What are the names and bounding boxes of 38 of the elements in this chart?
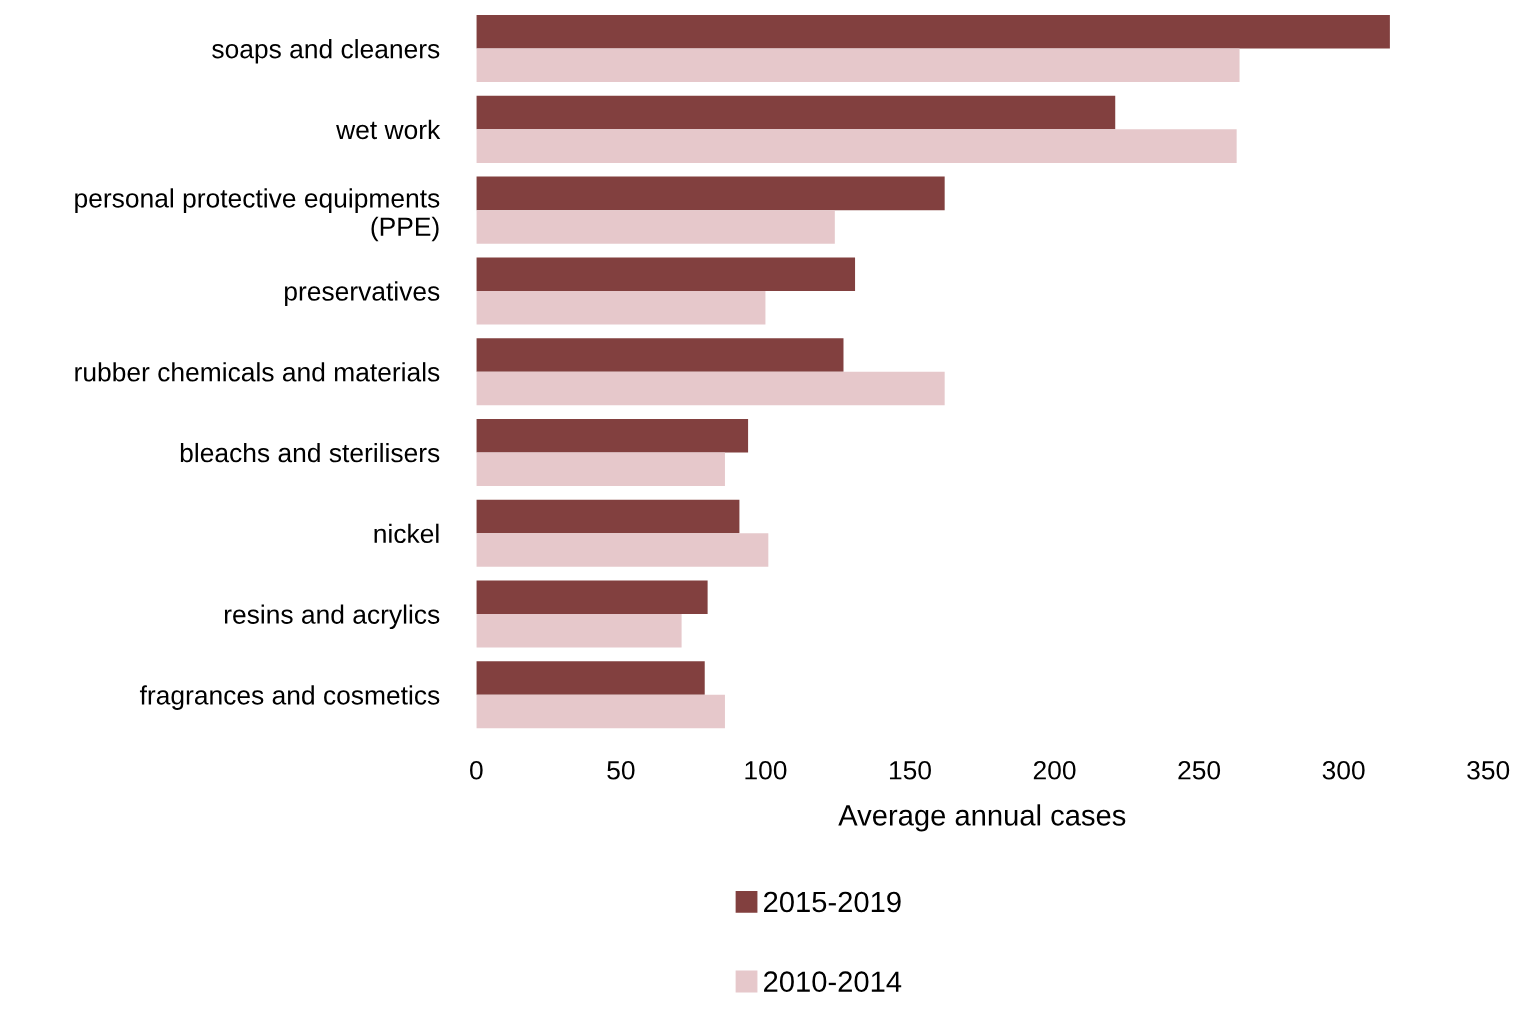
y-tick-label: fragrances and cosmetics: [139, 685, 440, 710]
bar: [476, 580, 708, 615]
x-tick-label: 250: [1178, 760, 1221, 780]
legend-label: 2015-2019: [764, 891, 901, 913]
x-tick-label: 200: [1033, 760, 1076, 780]
bar: [476, 614, 682, 648]
bar: [476, 176, 945, 211]
bar: [476, 452, 725, 487]
x-tick-label: 150: [889, 760, 931, 780]
bar: [476, 210, 835, 244]
bar: [476, 661, 705, 695]
x-tick-label: 300: [1322, 760, 1365, 780]
bar: [476, 95, 1116, 130]
y-tick-label: wet work: [336, 119, 441, 140]
bar: [476, 129, 1237, 163]
x-tick-label: 100: [745, 760, 787, 780]
legend-label: 2010-2014: [764, 971, 902, 992]
x-tick-label: 350: [1467, 760, 1510, 780]
bar: [476, 371, 945, 406]
y-tick-label: resins and acrylics: [224, 604, 440, 630]
y-tick-label: preservatives: [285, 281, 440, 306]
bar: [476, 418, 749, 453]
y-tick-label: bleachs and sterilisers: [180, 442, 440, 463]
y-tick-label: soaps and cleaners: [212, 39, 440, 64]
bar: [476, 533, 769, 567]
bar: [476, 499, 740, 534]
y-tick-label: rubber chemicals and materials: [75, 362, 440, 382]
bar: [476, 694, 725, 729]
x-tick-label: 50: [607, 760, 635, 780]
bar: [476, 290, 766, 325]
y-tick-label: nickel: [374, 523, 439, 544]
bar: [476, 48, 1240, 83]
bar: [476, 257, 856, 291]
bar: [476, 338, 844, 372]
bar: [476, 15, 1390, 49]
y-tick-label: personal protective equipments (PPE): [75, 188, 440, 242]
x-tick-label: 0: [470, 760, 483, 780]
x-axis-title: Average annual cases: [838, 804, 1126, 832]
